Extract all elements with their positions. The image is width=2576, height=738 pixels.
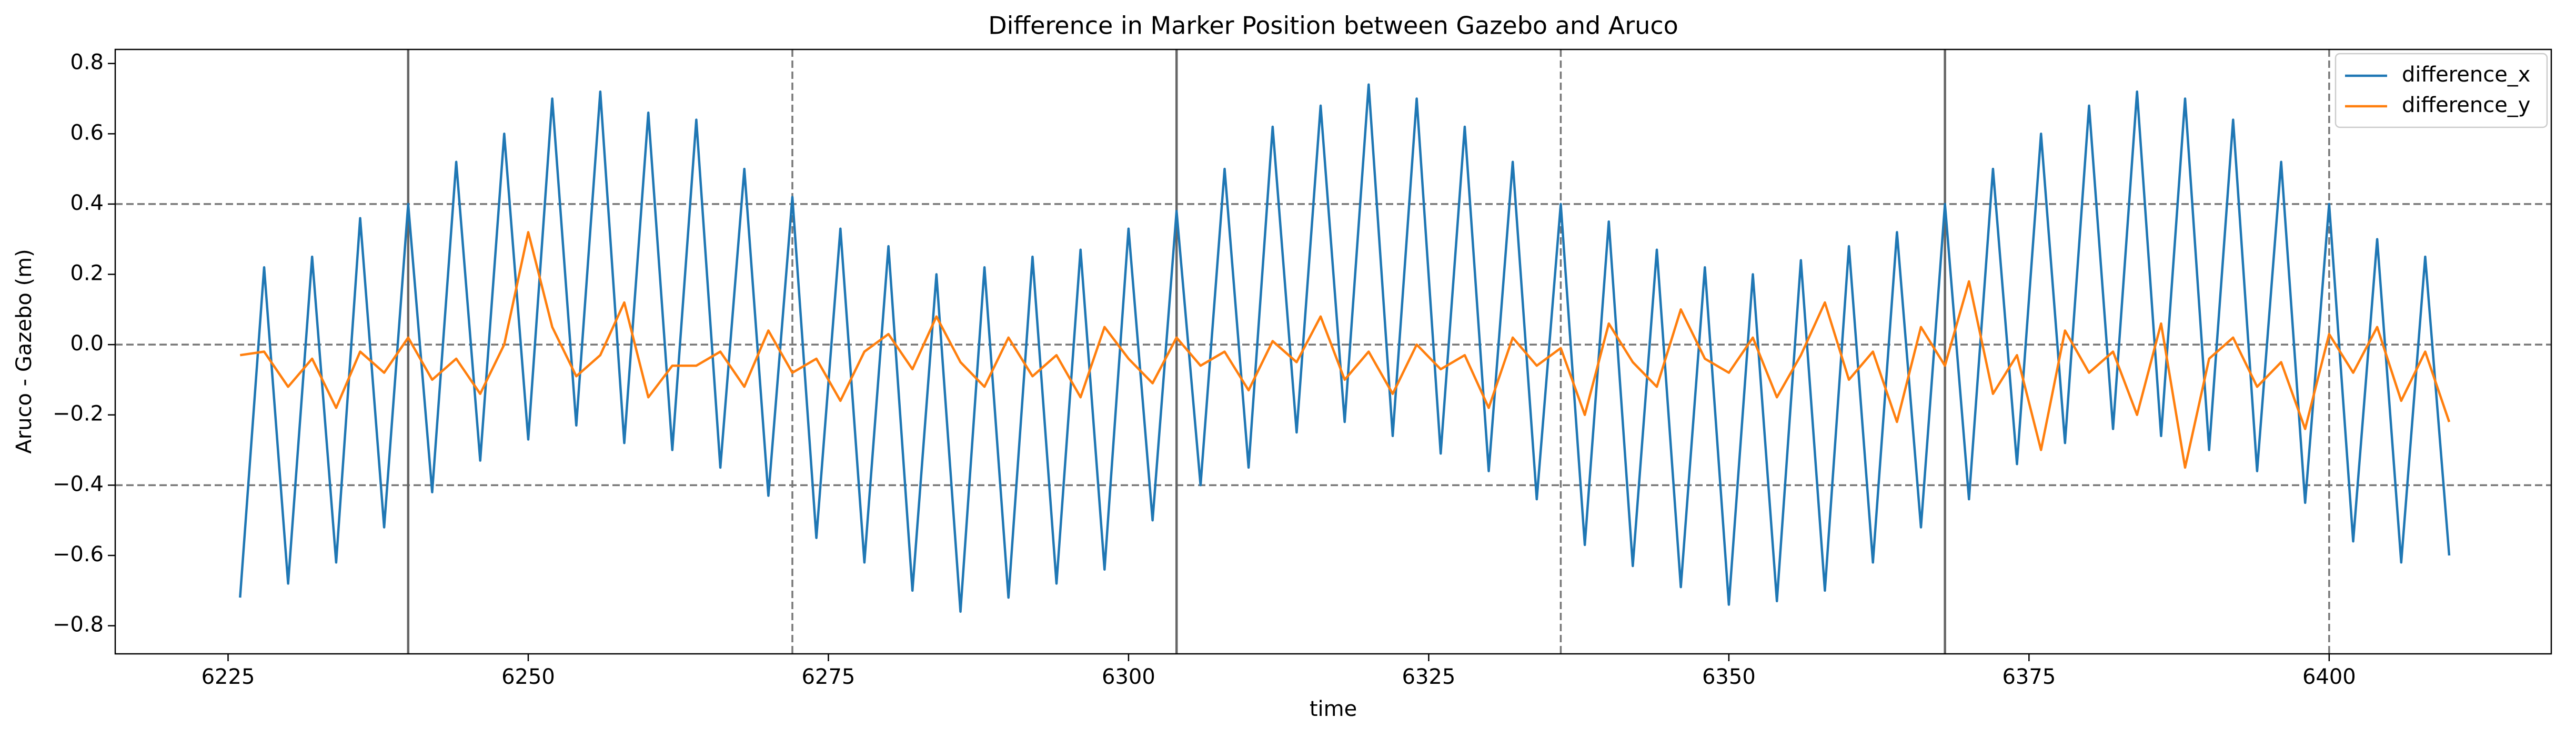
y-tick-label: 0.0 <box>70 331 104 356</box>
legend-label: difference_x <box>2402 63 2530 87</box>
x-tick-label: 6300 <box>1102 665 1155 689</box>
series-line <box>239 83 2451 613</box>
x-tick-label: 6225 <box>202 665 255 689</box>
y-tick-label: −0.8 <box>53 613 104 637</box>
y-tick-label: −0.4 <box>53 472 104 496</box>
x-tick-label: 6250 <box>501 665 555 689</box>
y-axis-label: Aruco - Gazebo (m) <box>12 249 36 453</box>
x-tick-label: 6275 <box>802 665 856 689</box>
x-tick-label: 6400 <box>2302 665 2356 689</box>
x-tick-label: 6325 <box>1402 665 1456 689</box>
chart-title: Difference in Marker Position between Ga… <box>988 12 1678 40</box>
plot-frame <box>114 48 2552 655</box>
y-tick-label: −0.6 <box>53 542 104 567</box>
x-tick-label: 6350 <box>1702 665 1756 689</box>
y-tick-label: −0.2 <box>53 402 104 426</box>
x-tick-label: 6375 <box>2002 665 2056 689</box>
y-tick-label: 0.4 <box>70 191 104 215</box>
x-axis-label: time <box>1310 697 1357 721</box>
y-tick-label: 0.6 <box>70 120 104 145</box>
y-tick-label: 0.8 <box>70 50 104 75</box>
series-line <box>239 231 2451 469</box>
legend-box <box>2334 53 2548 128</box>
legend-label: difference_y <box>2402 93 2530 117</box>
y-tick-label: 0.2 <box>70 261 104 286</box>
